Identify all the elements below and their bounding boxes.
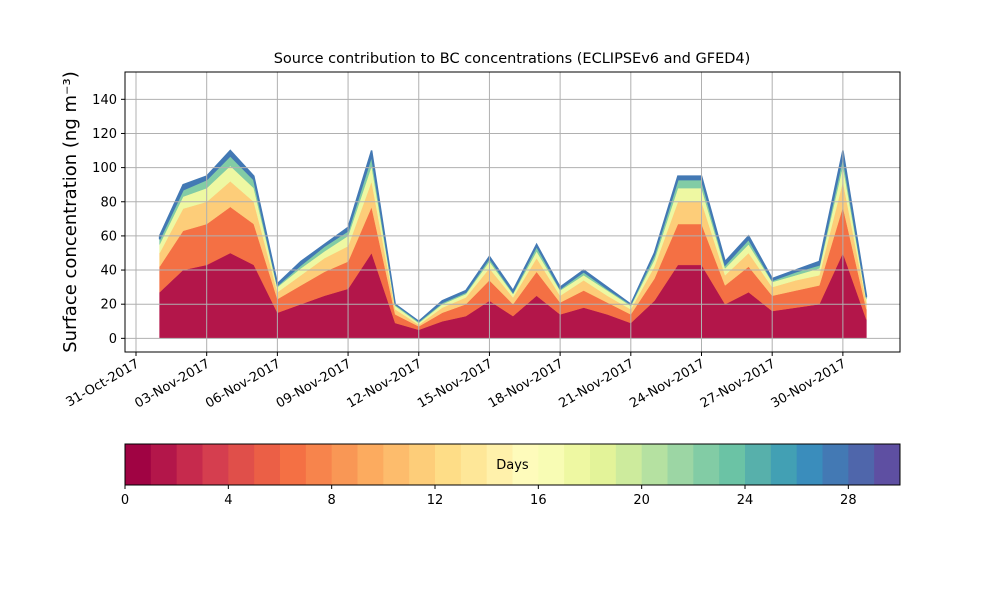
y-tick-label: 140 xyxy=(92,93,117,108)
colorbar-swatch xyxy=(745,444,772,485)
x-tick-label: 21-Nov-2017 xyxy=(557,356,637,411)
y-tick-label: 80 xyxy=(100,195,117,210)
colorbar-swatch xyxy=(202,444,229,485)
colorbar-tick-label: 12 xyxy=(427,493,444,508)
colorbar-tick-label: 4 xyxy=(224,493,232,508)
colorbar-swatch xyxy=(280,444,307,485)
colorbar-swatch xyxy=(331,444,358,485)
colorbar-label: Days xyxy=(496,458,529,473)
x-tick-label: 27-Nov-2017 xyxy=(698,356,778,411)
x-tick-label: 18-Nov-2017 xyxy=(486,356,566,411)
colorbar-swatch xyxy=(460,444,488,485)
colorbar-swatch xyxy=(409,444,436,485)
colorbar-tick-label: 0 xyxy=(121,493,129,508)
y-axis-label: Surface concentration (ng m⁻³) xyxy=(60,71,81,353)
colorbar-swatch xyxy=(822,444,849,485)
colorbar-swatch xyxy=(719,444,746,485)
x-tick-label: 15-Nov-2017 xyxy=(415,356,495,411)
colorbar-swatch xyxy=(512,444,539,485)
y-tick-label: 60 xyxy=(100,229,117,244)
colorbar-swatch xyxy=(486,444,513,485)
colorbar-swatch xyxy=(125,444,152,485)
plot-frame xyxy=(124,71,901,353)
colorbar-swatch xyxy=(228,444,255,485)
colorbar-swatch xyxy=(641,444,668,485)
colorbar-tick-label: 28 xyxy=(840,493,857,508)
area-layer xyxy=(158,149,868,323)
colorbar-swatch xyxy=(305,444,333,485)
x-tick-label: 09-Nov-2017 xyxy=(274,356,354,411)
y-tick-label: 20 xyxy=(100,298,117,313)
colorbar-swatch xyxy=(383,444,410,485)
colorbar-swatch xyxy=(770,444,798,485)
colorbar-swatch xyxy=(176,444,203,485)
colorbar-tick-label: 24 xyxy=(737,493,754,508)
colorbar-swatch xyxy=(590,444,617,485)
colorbar-tick-label: 8 xyxy=(328,493,336,508)
colorbar-swatch xyxy=(254,444,281,485)
y-tick-label: 100 xyxy=(92,161,117,176)
colorbar-frame xyxy=(124,443,901,486)
x-tick-label: 03-Nov-2017 xyxy=(132,356,212,411)
colorbar-swatch xyxy=(848,444,875,485)
colorbar-swatch xyxy=(357,444,384,485)
colorbar-swatch xyxy=(538,444,565,485)
colorbar-swatch xyxy=(693,444,720,485)
y-tick-label: 40 xyxy=(100,264,117,279)
colorbar-swatch xyxy=(150,444,178,485)
y-tick-label: 0 xyxy=(109,332,117,347)
colorbar-swatch xyxy=(435,444,462,485)
colorbar-tick-label: 16 xyxy=(530,493,547,508)
y-tick-label: 120 xyxy=(92,127,117,142)
colorbar-swatch xyxy=(874,444,901,485)
x-tick-label: 30-Nov-2017 xyxy=(769,356,849,411)
x-tick-label: 06-Nov-2017 xyxy=(203,356,283,411)
colorbar-swatch xyxy=(564,444,591,485)
colorbar-swatch xyxy=(667,444,694,485)
colorbar-swatch xyxy=(796,444,823,485)
colorbar-tick-label: 20 xyxy=(633,493,650,508)
x-tick-label: 12-Nov-2017 xyxy=(344,356,424,411)
x-tick-label: 24-Nov-2017 xyxy=(627,356,707,411)
chart-title: Source contribution to BC concentrations… xyxy=(274,51,751,67)
x-tick-label: 31-Oct-2017 xyxy=(64,356,142,410)
colorbar-swatch xyxy=(615,444,643,485)
